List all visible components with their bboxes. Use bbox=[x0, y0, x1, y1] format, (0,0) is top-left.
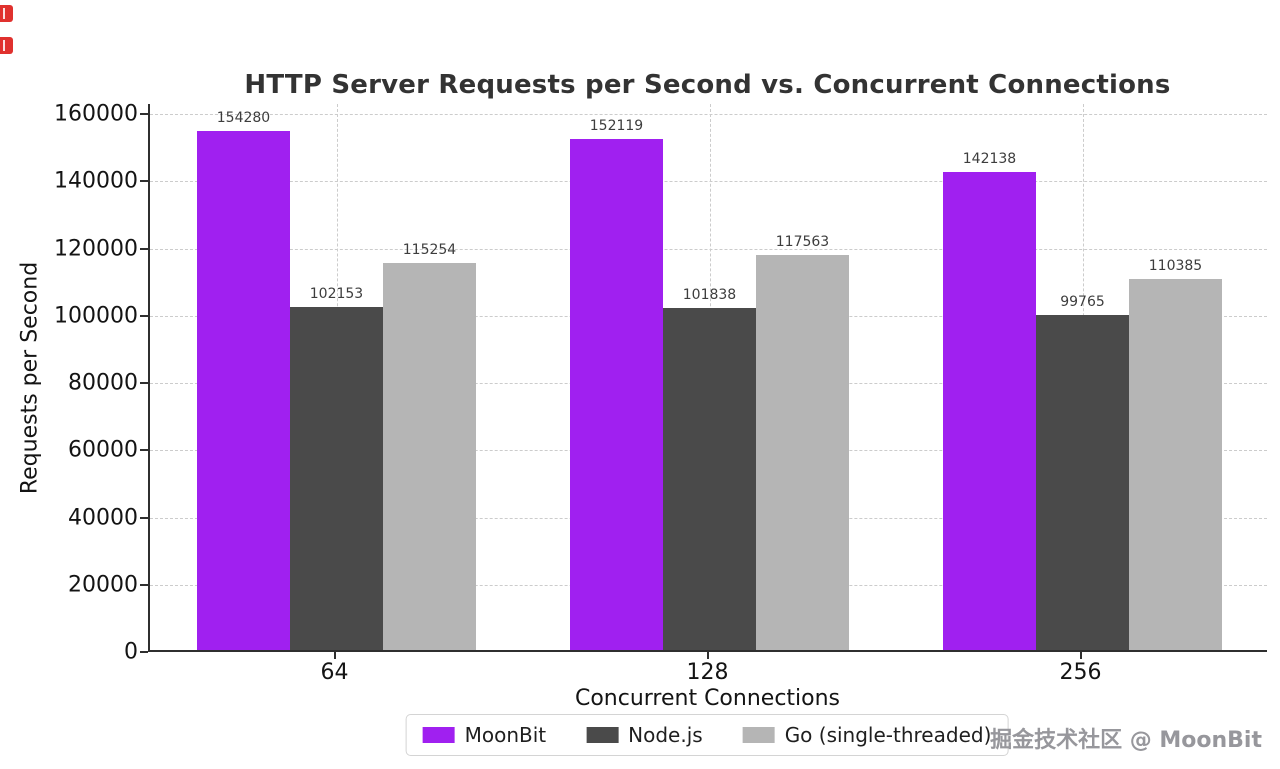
gridline-horizontal bbox=[150, 181, 1267, 183]
bar-moonbit bbox=[197, 131, 290, 650]
chart-title: HTTP Server Requests per Second vs. Conc… bbox=[244, 70, 1171, 100]
legend-item: MoonBit bbox=[422, 723, 547, 747]
legend-item: Node.js bbox=[586, 723, 703, 747]
x-tick-mark bbox=[1079, 652, 1082, 659]
y-tick-label: 20000 bbox=[68, 572, 138, 598]
y-tick-mark bbox=[140, 247, 148, 250]
legend-swatch-node-js bbox=[586, 727, 619, 743]
y-tick-label: 80000 bbox=[68, 370, 138, 396]
y-tick-label: 160000 bbox=[54, 101, 138, 127]
bar-node-js bbox=[663, 307, 756, 650]
legend-swatch-moonbit bbox=[422, 727, 455, 743]
watermark: 掘金技术社区 @ MoonBit bbox=[990, 728, 1262, 753]
bar-value-label: 117563 bbox=[775, 233, 830, 250]
plot-area: 154280 152119 142138 102153 101838 99765 11525… bbox=[148, 104, 1267, 652]
x-axis-label: Concurrent Connections bbox=[574, 686, 841, 711]
red-bookmark-icon bbox=[0, 37, 13, 54]
legend-label: Node.js bbox=[628, 723, 703, 747]
bar-go-single-threaded- bbox=[1129, 278, 1222, 650]
bar-node-js bbox=[290, 306, 383, 650]
bar-node-js bbox=[1036, 314, 1129, 650]
y-tick-mark bbox=[140, 583, 148, 586]
bar-value-label: 99765 bbox=[1060, 293, 1105, 310]
legend-item: Go (single-threaded) bbox=[742, 723, 992, 747]
bar-value-label: 115254 bbox=[402, 241, 457, 258]
legend-label: Go (single-threaded) bbox=[784, 723, 992, 747]
x-tick-label: 64 bbox=[320, 660, 349, 685]
bar-go-single-threaded- bbox=[383, 262, 476, 650]
x-tick-label: 128 bbox=[686, 660, 729, 685]
bar-value-label: 154280 bbox=[216, 110, 271, 127]
y-tick-mark bbox=[140, 314, 148, 317]
y-tick-label: 60000 bbox=[68, 437, 138, 463]
y-tick-label: 140000 bbox=[54, 168, 138, 194]
y-tick-mark bbox=[140, 113, 148, 116]
gridline-horizontal bbox=[150, 114, 1267, 116]
y-tick-label: 40000 bbox=[68, 505, 138, 531]
bar-go-single-threaded- bbox=[756, 254, 849, 650]
x-tick-mark bbox=[706, 652, 709, 659]
legend-swatch-go-single-threaded- bbox=[742, 727, 775, 743]
x-tick-label: 256 bbox=[1059, 660, 1102, 685]
bar-value-label: 142138 bbox=[962, 151, 1017, 168]
bar-moonbit bbox=[943, 172, 1036, 650]
y-tick-mark bbox=[140, 180, 148, 183]
x-tick-mark bbox=[333, 652, 336, 659]
y-tick-label: 100000 bbox=[54, 303, 138, 329]
y-axis-label: Requests per Second bbox=[17, 261, 43, 495]
y-tick-mark bbox=[140, 651, 148, 653]
bar-value-label: 102153 bbox=[309, 285, 364, 302]
y-tick-mark bbox=[140, 516, 148, 519]
bar-value-label: 110385 bbox=[1148, 257, 1203, 274]
red-bookmark-icon bbox=[0, 5, 13, 22]
legend-label: MoonBit bbox=[464, 723, 547, 747]
gridline-horizontal bbox=[150, 248, 1267, 250]
y-tick-mark bbox=[140, 382, 148, 385]
bar-value-label: 101838 bbox=[682, 286, 737, 303]
y-tick-mark bbox=[140, 449, 148, 452]
legend: MoonBit Node.js Go (single-threaded) bbox=[405, 714, 1009, 756]
bar-value-label: 152119 bbox=[589, 117, 644, 134]
y-tick-label: 120000 bbox=[54, 236, 138, 262]
bar-moonbit bbox=[570, 138, 663, 650]
y-tick-label: 0 bbox=[124, 639, 138, 665]
